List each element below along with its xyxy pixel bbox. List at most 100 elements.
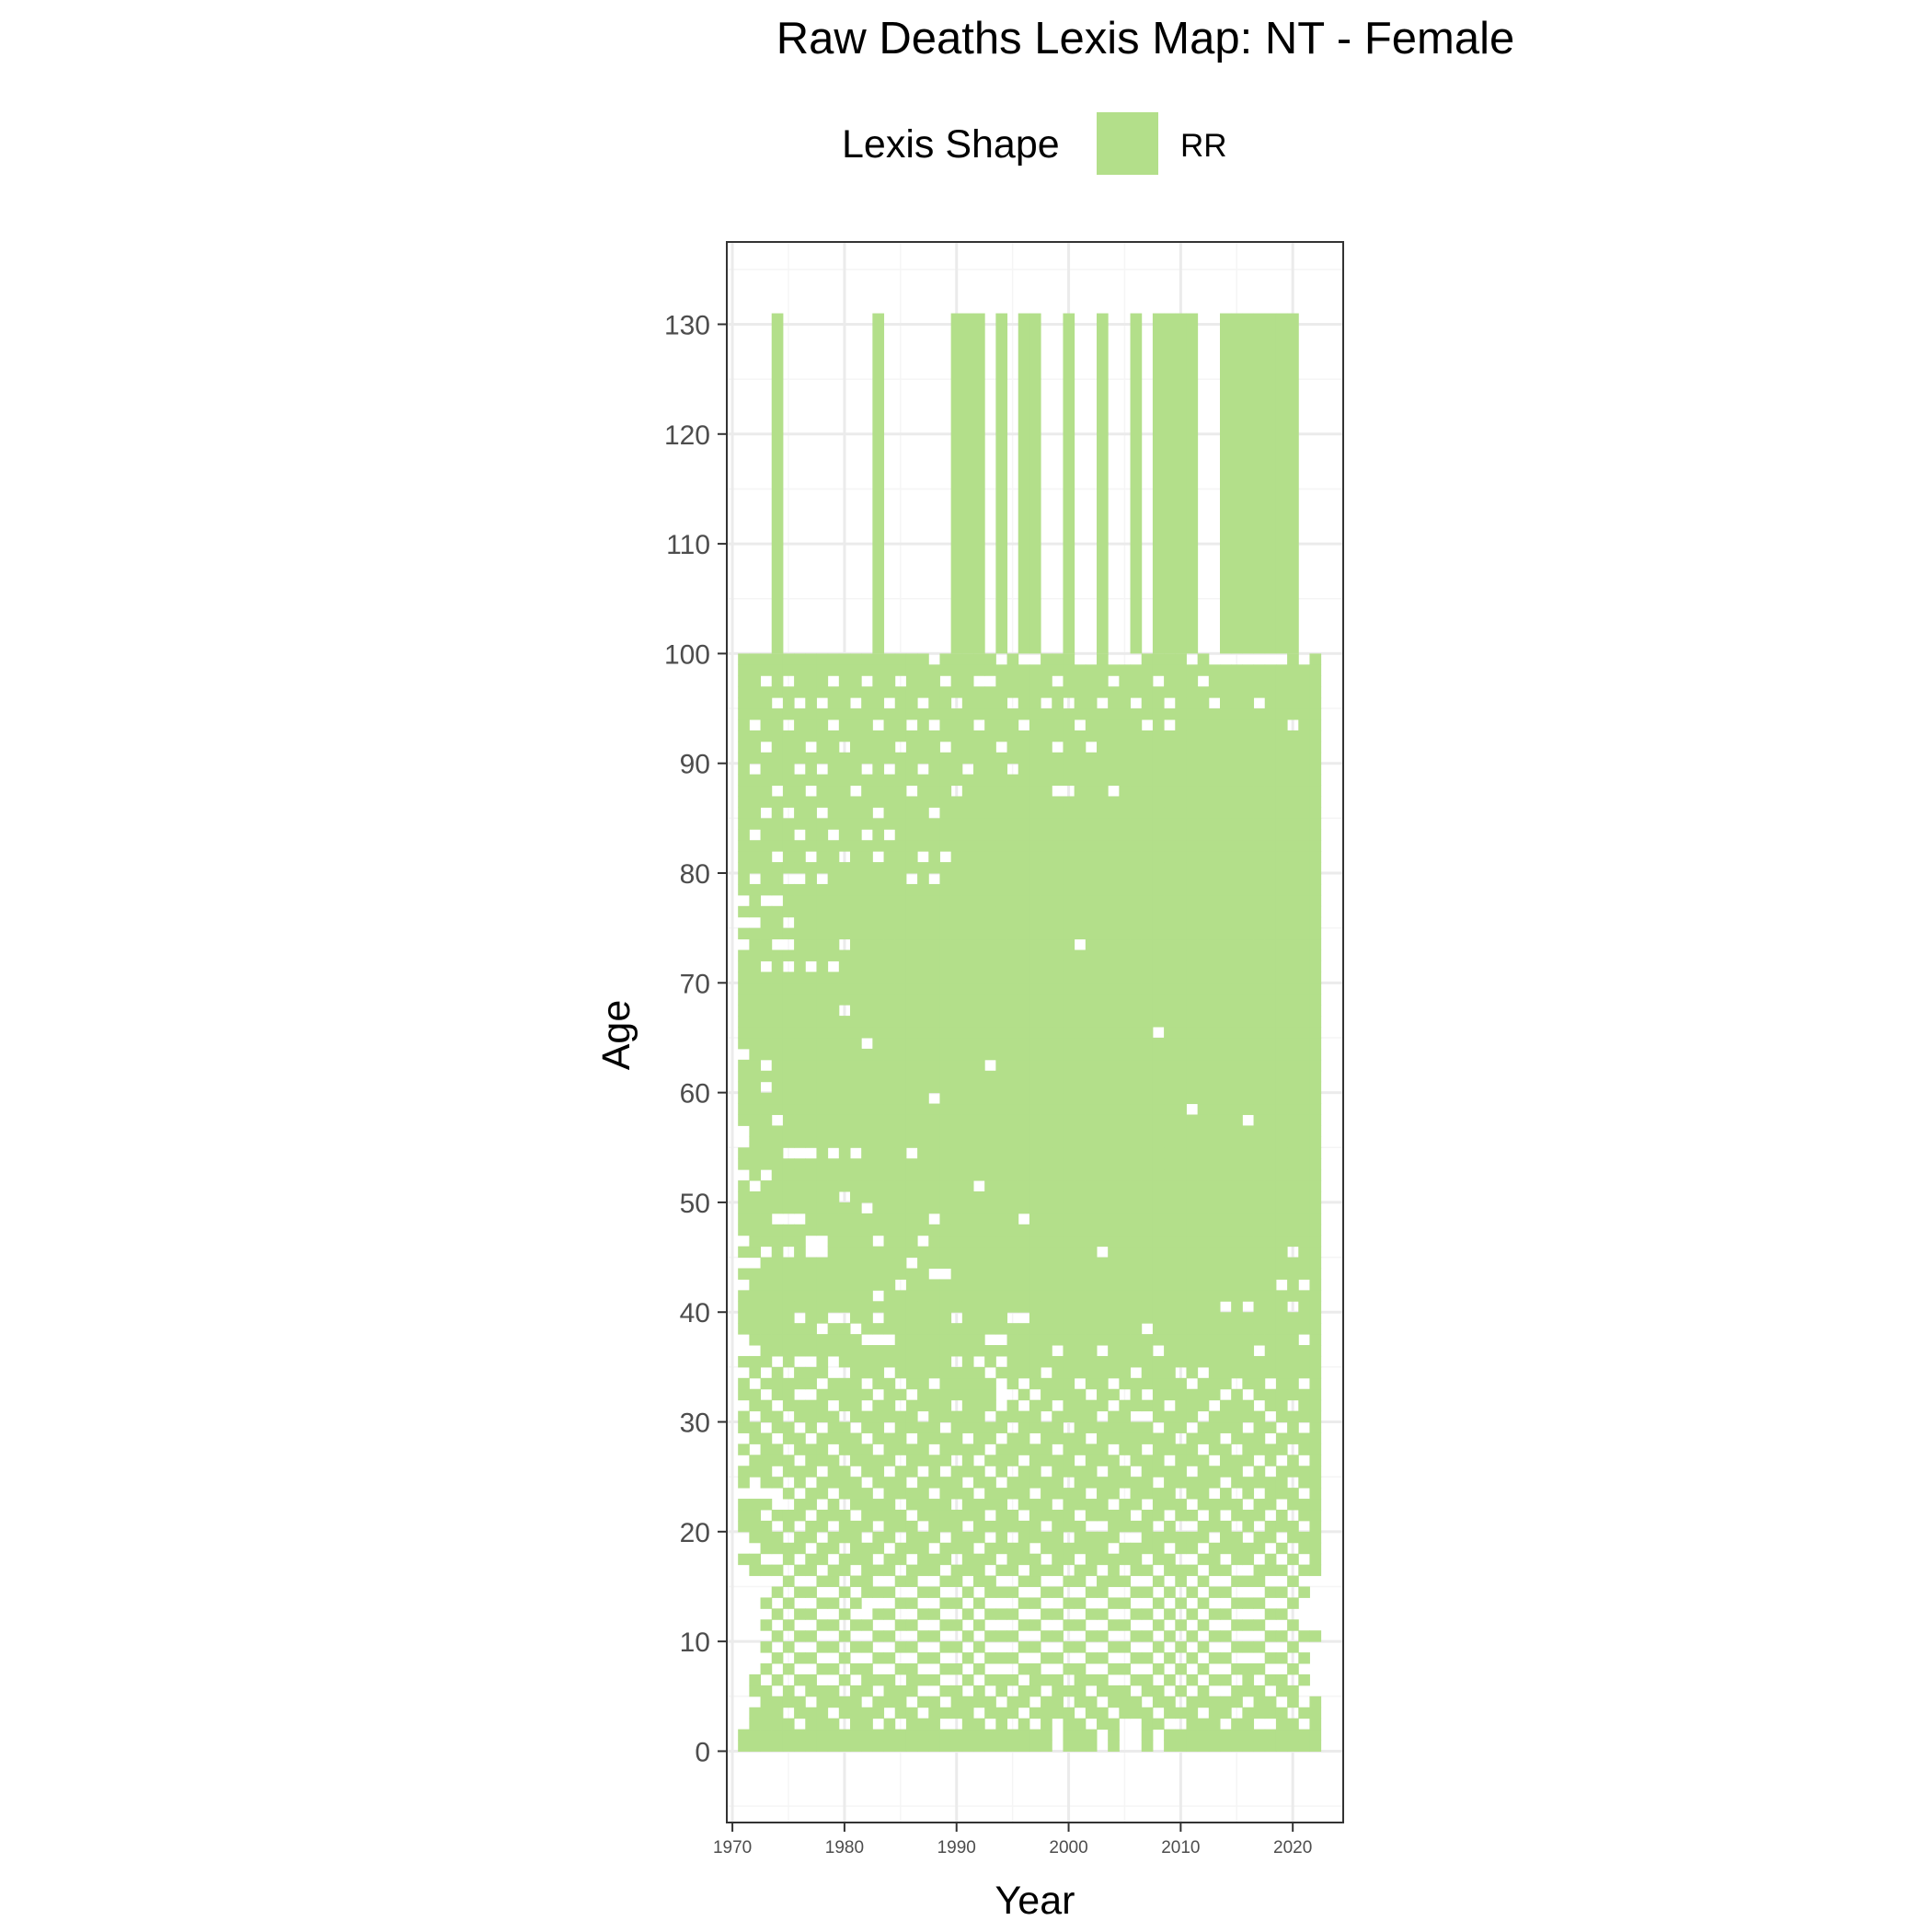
lexis-cell bbox=[1275, 785, 1288, 797]
lexis-cell bbox=[883, 1608, 896, 1620]
lexis-cell bbox=[1018, 960, 1030, 972]
lexis-cell bbox=[984, 818, 996, 830]
lexis-cell bbox=[1186, 1366, 1199, 1379]
lexis-cell bbox=[771, 1455, 784, 1466]
lexis-cell bbox=[794, 1377, 806, 1390]
lexis-cell bbox=[961, 730, 974, 742]
lexis-cell bbox=[950, 851, 963, 863]
lexis-cell bbox=[917, 1290, 929, 1302]
lexis-cell bbox=[1242, 1312, 1255, 1324]
lexis-cell bbox=[1309, 1729, 1322, 1742]
lexis-cell bbox=[1253, 1366, 1266, 1379]
lexis-cell bbox=[973, 1443, 985, 1455]
lexis-cell bbox=[1275, 873, 1288, 885]
lexis-cell bbox=[838, 1070, 851, 1083]
lexis-cell bbox=[805, 1323, 817, 1335]
lexis-cell bbox=[939, 1190, 952, 1203]
lexis-cell bbox=[1231, 1103, 1243, 1115]
lexis-cell bbox=[816, 708, 829, 720]
lexis-cell bbox=[1063, 1663, 1075, 1675]
lexis-cell bbox=[973, 1092, 985, 1105]
lexis-cell bbox=[782, 949, 795, 961]
lexis-cell bbox=[872, 818, 885, 830]
lexis-cell bbox=[894, 730, 907, 742]
lexis-cell bbox=[1309, 894, 1322, 907]
lexis-cell bbox=[984, 873, 996, 885]
lexis-cell bbox=[1220, 1323, 1232, 1335]
lexis-cell bbox=[939, 1707, 952, 1719]
lexis-cell bbox=[1186, 1268, 1199, 1280]
lexis-cell bbox=[1063, 1257, 1075, 1270]
lexis-cell bbox=[1130, 1443, 1143, 1455]
lexis-cell bbox=[1085, 1564, 1098, 1577]
lexis-cell bbox=[1197, 1027, 1210, 1039]
lexis-cell bbox=[894, 1740, 907, 1752]
lexis-cell bbox=[883, 1279, 896, 1291]
lexis-cell bbox=[973, 1016, 985, 1028]
lexis-cell bbox=[827, 752, 840, 765]
lexis-cell bbox=[1119, 927, 1132, 940]
lexis-cell bbox=[928, 1334, 940, 1346]
lexis-cell bbox=[794, 1477, 806, 1489]
lexis-cell bbox=[1186, 905, 1199, 918]
lexis-cell bbox=[1130, 1334, 1143, 1346]
lexis-cell bbox=[1208, 1707, 1221, 1719]
lexis-cell bbox=[1130, 916, 1143, 929]
lexis-cell bbox=[760, 1158, 773, 1170]
lexis-cell bbox=[995, 840, 1008, 852]
lexis-cell bbox=[1309, 1477, 1322, 1489]
lexis-cell bbox=[1063, 862, 1075, 874]
lexis-cell bbox=[1208, 949, 1221, 961]
lexis-cell bbox=[1141, 1103, 1154, 1115]
lexis-cell bbox=[838, 653, 851, 665]
lexis-cell bbox=[771, 818, 784, 830]
lexis-cell bbox=[760, 1345, 773, 1357]
lexis-cell bbox=[1242, 1147, 1255, 1159]
lexis-cell bbox=[749, 1685, 762, 1697]
lexis-cell bbox=[782, 1027, 795, 1039]
lexis-cell bbox=[1108, 1037, 1120, 1050]
lexis-cell bbox=[738, 697, 750, 709]
lexis-cell bbox=[1052, 1158, 1064, 1170]
lexis-cell bbox=[838, 796, 851, 808]
lexis-cell bbox=[861, 949, 873, 961]
lexis-cell bbox=[883, 1092, 896, 1105]
lexis-cell bbox=[1063, 1290, 1075, 1302]
lexis-cell bbox=[1152, 1037, 1165, 1050]
lexis-cell bbox=[1130, 840, 1143, 852]
lexis-cell bbox=[1130, 807, 1143, 819]
lexis-cell bbox=[883, 796, 896, 808]
lexis-cell bbox=[1041, 1268, 1052, 1280]
lexis-cell bbox=[894, 1477, 907, 1489]
lexis-cell bbox=[1298, 1707, 1310, 1719]
lexis-cell bbox=[1074, 894, 1087, 907]
lexis-cell bbox=[973, 851, 985, 863]
lexis-cell bbox=[1074, 774, 1087, 787]
lexis-cell bbox=[782, 1081, 795, 1094]
lexis-cell bbox=[1097, 1005, 1109, 1017]
lexis-cell bbox=[1018, 1114, 1030, 1126]
lexis-cell bbox=[1186, 708, 1199, 720]
lexis-cell bbox=[1029, 763, 1041, 776]
lexis-cell bbox=[894, 972, 907, 983]
lexis-cell bbox=[917, 1257, 929, 1270]
lexis-cell bbox=[961, 960, 974, 972]
lexis-cell bbox=[1041, 664, 1052, 676]
lexis-cell bbox=[1130, 730, 1143, 742]
lexis-cell bbox=[1175, 1388, 1187, 1401]
lexis-cell bbox=[1085, 818, 1098, 830]
lexis-cell bbox=[816, 949, 829, 961]
lexis-cell bbox=[738, 1114, 750, 1126]
lexis-cell bbox=[1242, 1673, 1255, 1686]
lexis-cell bbox=[805, 1190, 817, 1203]
lexis-cell bbox=[1006, 1488, 1019, 1500]
lexis-cell bbox=[1231, 741, 1243, 753]
lexis-cell bbox=[905, 840, 918, 852]
legend-title: Lexis Shape bbox=[842, 122, 1060, 167]
lexis-cell bbox=[872, 1696, 885, 1708]
lexis-cell bbox=[1253, 1509, 1266, 1522]
lexis-cell bbox=[1164, 686, 1176, 698]
lexis-cell bbox=[1097, 1488, 1109, 1500]
lexis-cell bbox=[1018, 1663, 1030, 1675]
lexis-cell bbox=[1186, 741, 1199, 753]
